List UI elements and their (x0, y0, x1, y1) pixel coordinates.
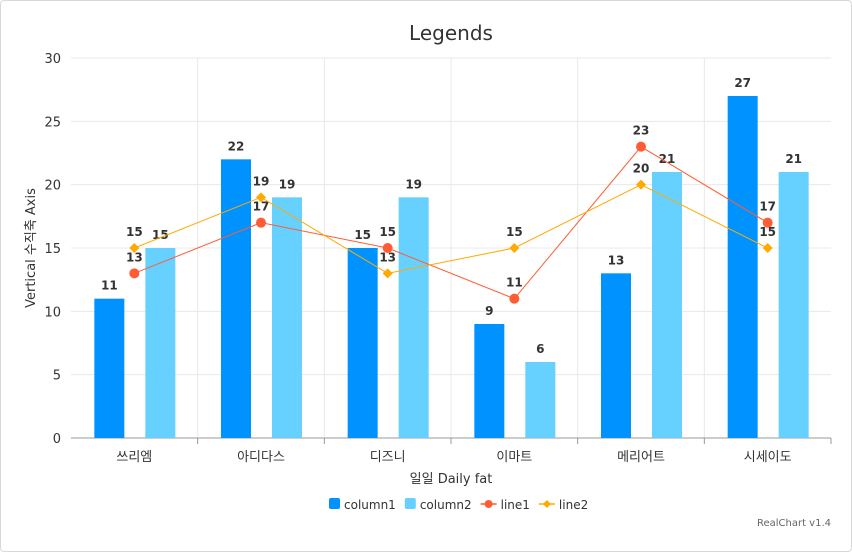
x-tick-label: 메리어트 (617, 450, 665, 465)
point-line1 (636, 141, 646, 152)
bar-column2 (398, 197, 429, 438)
point-line1 (129, 268, 140, 279)
data-label: 15 (354, 228, 371, 242)
data-label: 13 (608, 253, 625, 267)
y-axis-title: Vertical 수직축 Axis (24, 188, 39, 308)
data-label: 19 (253, 174, 270, 188)
data-label: 17 (759, 200, 776, 214)
data-label: 21 (659, 152, 676, 166)
bar-column1 (727, 96, 758, 438)
y-tick-label: 20 (44, 179, 61, 194)
data-label: 15 (152, 228, 169, 242)
data-label: 15 (379, 225, 396, 239)
data-label: 23 (633, 124, 650, 138)
bar-column2 (525, 362, 556, 438)
point-line1 (509, 293, 520, 304)
bar-column2 (778, 172, 809, 438)
y-tick-label: 30 (44, 52, 61, 67)
data-label: 19 (279, 177, 296, 191)
line-line1 (134, 146, 768, 300)
bar-column1 (601, 273, 631, 438)
data-label: 17 (253, 200, 270, 214)
data-label: 19 (405, 177, 422, 191)
data-label: 27 (734, 76, 751, 90)
point-line2 (762, 243, 773, 253)
point-line2 (509, 243, 520, 253)
bar-column1 (474, 324, 505, 438)
y-tick-label: 5 (53, 369, 61, 384)
legend-item-line2[interactable]: line2 (538, 498, 588, 512)
y-tick-label: 0 (53, 432, 61, 447)
point-line2 (636, 179, 646, 190)
legend-item-line1[interactable]: line1 (480, 498, 530, 512)
data-label: 13 (379, 250, 396, 264)
credit: RealChart v1.4 (757, 518, 831, 529)
data-label: 15 (506, 225, 523, 239)
bar-column1 (347, 248, 378, 438)
bar-column1 (221, 159, 251, 439)
data-label: 20 (633, 162, 650, 176)
data-label: 15 (126, 225, 143, 239)
bar-column2 (272, 197, 302, 438)
x-axis-title: 일일 Daily fat (410, 472, 493, 487)
data-label: 9 (485, 304, 493, 318)
point-line2 (129, 243, 140, 253)
legend-item-column2[interactable]: column2 (404, 498, 472, 512)
data-label: 21 (785, 152, 802, 166)
legend-marker-line2 (542, 500, 551, 508)
point-line2 (382, 268, 393, 279)
point-line2 (256, 192, 266, 203)
legend-marker-column2 (404, 498, 416, 509)
data-label: 11 (506, 276, 523, 290)
point-line1 (256, 217, 266, 228)
data-label: 6 (536, 342, 544, 356)
x-tick-label: 디즈니 (370, 450, 406, 465)
legend-label: column1 (344, 498, 396, 512)
x-tick-label: 아디다스 (237, 450, 285, 465)
bar-column2 (145, 248, 176, 438)
legend-item-column1[interactable]: column1 (329, 498, 396, 512)
x-tick-label: 쓰리엠 (116, 450, 152, 465)
x-tick-label: 시세이도 (744, 450, 792, 465)
legend-label: line2 (559, 498, 588, 512)
data-label: 11 (101, 279, 118, 293)
legend-marker-column1 (329, 498, 340, 509)
legend-label: column2 (420, 498, 472, 512)
y-tick-label: 15 (44, 242, 61, 257)
legend-marker-line1 (484, 500, 493, 508)
data-label: 13 (126, 250, 143, 264)
y-tick-label: 10 (44, 305, 61, 320)
point-line1 (762, 217, 773, 228)
line-line2 (134, 184, 768, 274)
legend-label: line1 (501, 498, 530, 512)
data-label: 22 (228, 139, 245, 153)
bar-column2 (652, 172, 682, 438)
point-line1 (382, 243, 393, 253)
y-tick-label: 25 (44, 115, 61, 130)
bar-column1 (94, 298, 125, 438)
x-tick-label: 이마트 (496, 450, 532, 465)
data-label: 15 (759, 225, 776, 239)
chart-title: Legends (409, 21, 493, 45)
